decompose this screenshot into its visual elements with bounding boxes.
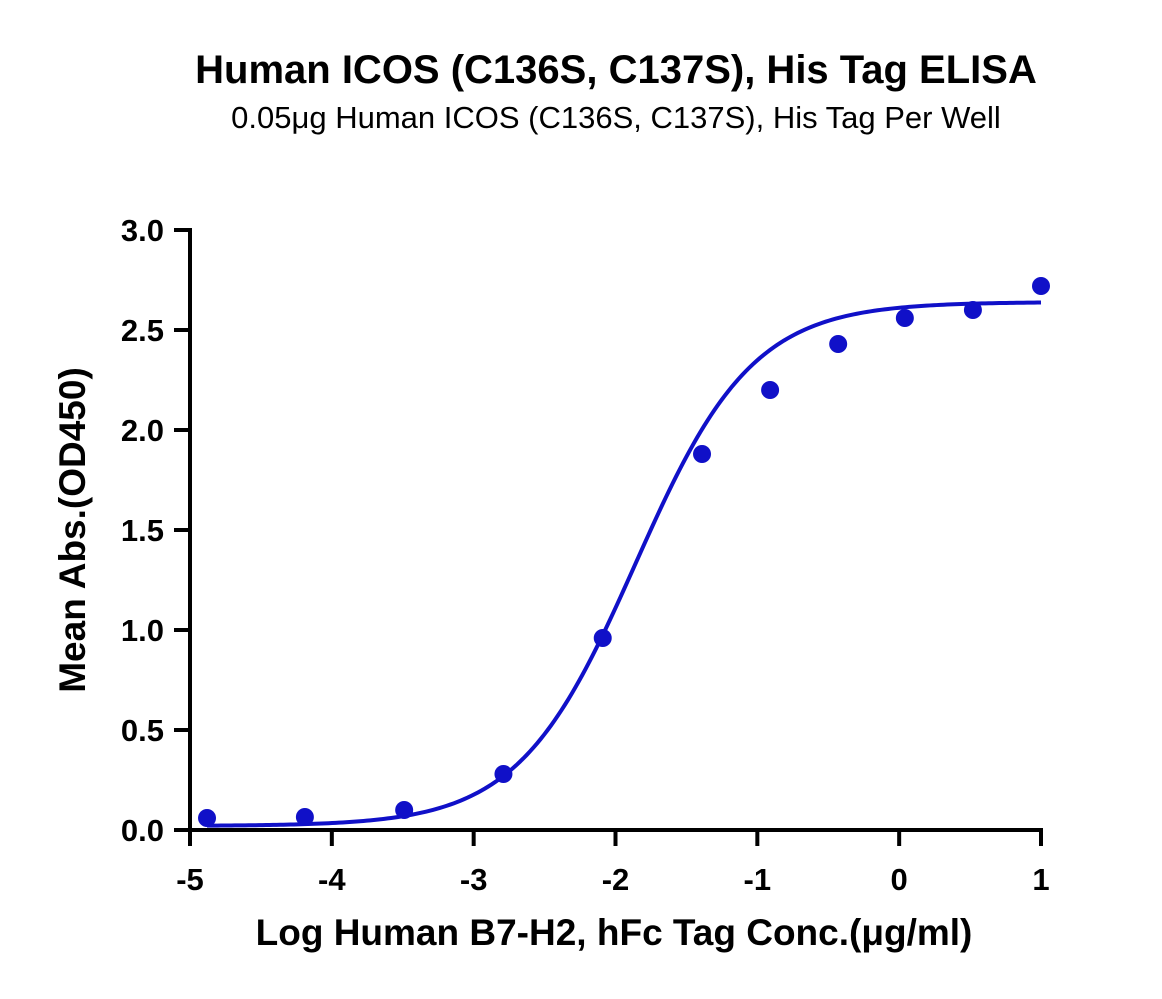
data-point [761, 381, 780, 399]
y-axis: 0.0 0.5 1.0 1.5 2.0 2.5 3.0 [121, 213, 192, 848]
data-point [295, 808, 314, 826]
y-tick-label: 2.5 [121, 313, 164, 348]
data-point [593, 629, 612, 647]
data-point [494, 765, 513, 783]
data-point [963, 301, 982, 319]
data-point [395, 801, 414, 819]
x-axis: -5 -4 -3 -2 -1 0 1 [176, 828, 1050, 897]
x-tick-label: -3 [460, 862, 488, 897]
x-tick-label: 0 [891, 862, 908, 897]
data-point [693, 445, 712, 463]
fit-curve [207, 300, 1042, 828]
x-tick-label: 1 [1032, 862, 1049, 897]
y-tick-label: 3.0 [121, 213, 164, 248]
y-tick-label: 0.5 [121, 713, 164, 748]
data-point [829, 335, 848, 353]
data-point [1032, 277, 1050, 295]
chart-title: Human ICOS (C136S, C137S), His Tag ELISA [195, 48, 1037, 92]
y-tick-label: 1.0 [121, 613, 164, 648]
x-tick-label: -5 [176, 862, 204, 897]
data-point [198, 809, 217, 827]
x-tick-label: -4 [318, 862, 346, 897]
x-tick-label: -2 [602, 862, 630, 897]
y-tick-label: 1.5 [121, 513, 164, 548]
chart-subtitle: 0.05μg Human ICOS (C136S, C137S), His Ta… [231, 100, 1001, 135]
x-axis-label: Log Human B7-H2, hFc Tag Conc.(μg/ml) [256, 912, 973, 953]
y-tick-label: 2.0 [121, 413, 164, 448]
fit-curve-layer [207, 300, 1042, 828]
y-axis-label: Mean Abs.(OD450) [52, 367, 93, 693]
x-tick-label: -1 [744, 862, 772, 897]
data-point [895, 309, 914, 327]
y-tick-label: 0.0 [121, 813, 164, 848]
data-points [198, 277, 1050, 827]
